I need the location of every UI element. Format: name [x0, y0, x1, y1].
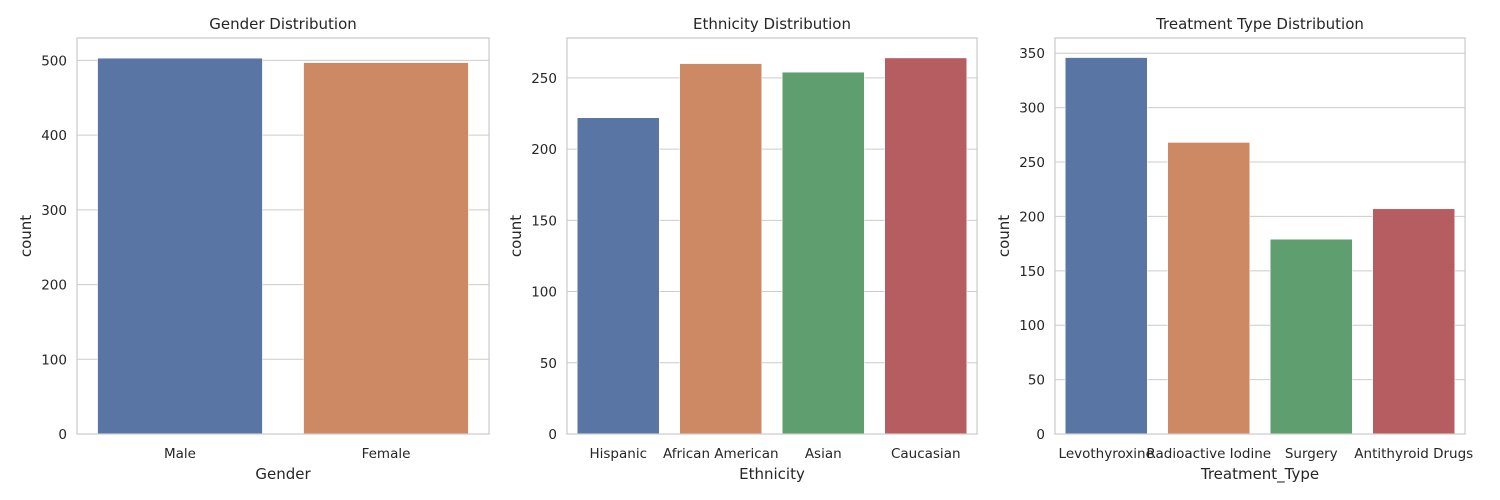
- x-tick-label: Caucasian: [891, 446, 961, 462]
- y-tick-label: 300: [41, 203, 67, 219]
- chart-title: Ethnicity Distribution: [693, 15, 851, 33]
- chart-title: Treatment Type Distribution: [1155, 15, 1364, 33]
- y-tick-label: 100: [1019, 318, 1045, 334]
- y-tick-label: 50: [540, 356, 557, 372]
- y-tick-label: 300: [1019, 101, 1045, 117]
- x-tick-label: Hispanic: [589, 446, 647, 462]
- y-tick-label: 0: [548, 427, 557, 443]
- y-tick-label: 250: [531, 71, 557, 87]
- x-tick-label: Surgery: [1285, 446, 1338, 462]
- bar-hispanic: [577, 117, 660, 435]
- y-tick-label: 0: [58, 427, 67, 443]
- axes-frame: [1054, 37, 1466, 435]
- y-axis-label: count: [507, 215, 525, 257]
- chart-panel-3: 0 50 100 150 200 250 300 350 LevothyroxineRadioa…: [995, 15, 1473, 484]
- chart-panel-1: 0 100 200 300 400 500 Male Female Gender Distrib…: [17, 15, 490, 483]
- bar-male: [97, 57, 263, 435]
- x-tick-label: Radioactive Iodine: [1146, 446, 1271, 462]
- bar-african-american: [679, 63, 762, 435]
- y-tick-label: 500: [41, 53, 67, 69]
- x-tick-label: Asian: [805, 446, 842, 462]
- y-tick-label: 50: [1028, 373, 1045, 389]
- x-axis-label: Treatment_Type: [1200, 465, 1319, 484]
- x-tick-label: Levothyroxine: [1059, 446, 1154, 462]
- chart-title: Gender Distribution: [209, 15, 357, 33]
- bar-caucasian: [884, 57, 967, 435]
- y-tick-label: 200: [1019, 209, 1045, 225]
- y-tick-label: 350: [1019, 46, 1045, 62]
- y-axis-label: count: [17, 215, 35, 257]
- axes-frame: [76, 37, 490, 435]
- x-axis-label: Gender: [255, 465, 311, 483]
- y-tick-label: 150: [531, 213, 557, 229]
- y-tick-label: 100: [41, 352, 67, 368]
- y-tick-label: 100: [531, 285, 557, 301]
- y-axis-label: count: [995, 215, 1013, 257]
- bar-surgery: [1270, 239, 1353, 435]
- y-tick-label: 150: [1019, 264, 1045, 280]
- y-tick-label: 250: [1019, 155, 1045, 171]
- y-tick-label: 0: [1036, 427, 1045, 443]
- x-tick-label: Antithyroid Drugs: [1354, 446, 1473, 462]
- y-tick-label: 200: [41, 278, 67, 294]
- bar-antithyroid-drugs: [1372, 208, 1455, 435]
- bar-asian: [782, 71, 865, 435]
- chart-panel-2: 0 50 100 150 200 250 Hispanic African American A…: [507, 15, 978, 483]
- axes-frame: [566, 37, 978, 435]
- y-tick-label: 200: [531, 142, 557, 158]
- x-tick-label: Male: [164, 446, 196, 462]
- bar-radioactive-iodine: [1167, 142, 1250, 435]
- x-tick-label: Female: [362, 446, 411, 462]
- bar-levothyroxine: [1065, 57, 1148, 435]
- bar-female: [303, 62, 469, 435]
- x-axis-label: Ethnicity: [739, 465, 805, 483]
- x-tick-label: African American: [663, 446, 779, 462]
- y-tick-label: 400: [41, 128, 67, 144]
